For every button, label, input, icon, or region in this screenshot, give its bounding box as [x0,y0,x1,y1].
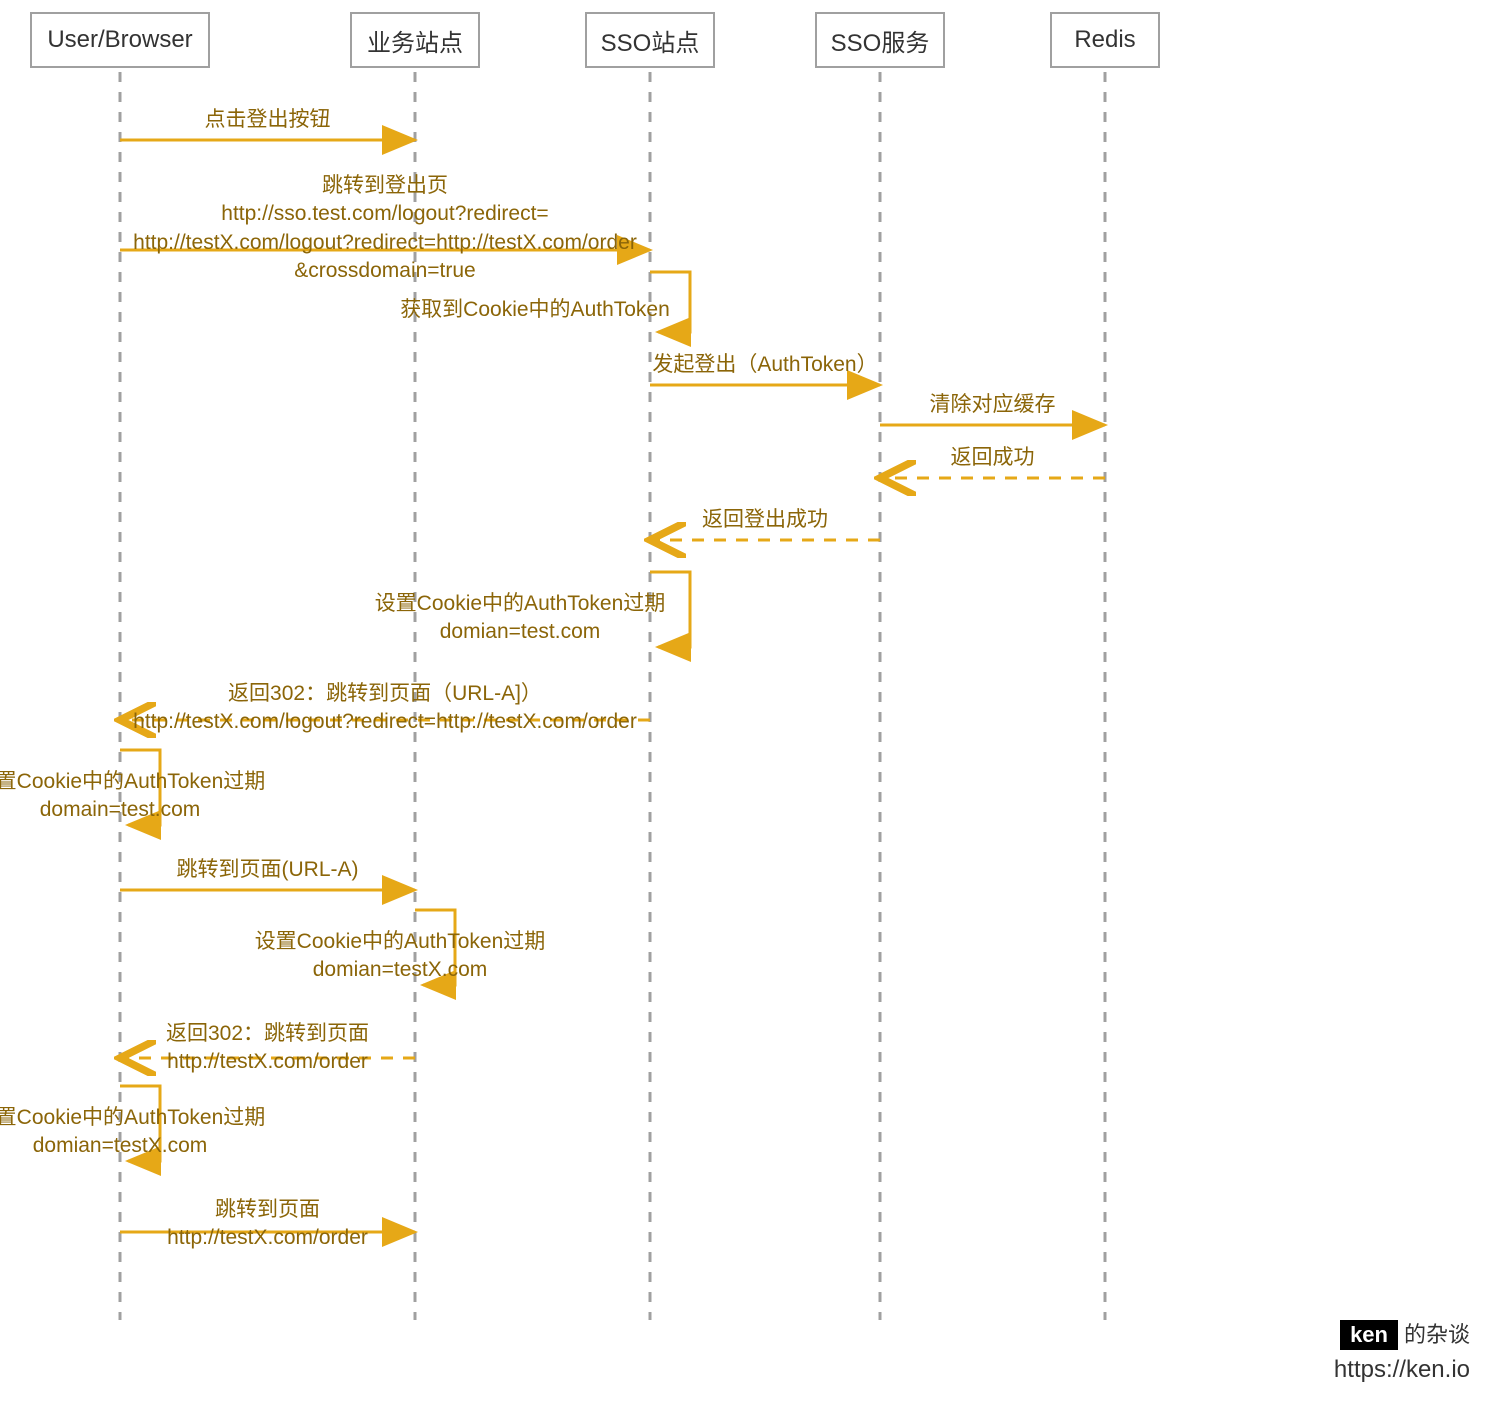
participant-label: SSO站点 [601,23,700,58]
message-label: 返回成功 [243,444,1500,472]
message-label: 设置Cookie中的AuthToken过期 domian=testX.com [0,928,1150,985]
participant-sso_s: SSO站点 [585,12,715,68]
participant-sso_v: SSO服务 [815,12,945,68]
message-label: 返回302：跳转到页面（URL-A]） http://testX.com/log… [0,680,1135,737]
footer-url: https://ken.io [1334,1356,1470,1384]
participant-label: 业务站点 [367,23,463,58]
participant-label: Redis [1074,26,1135,54]
footer-brand: ken [1340,1320,1398,1350]
footer-suffix: 的杂谈 [1404,1322,1470,1347]
message-label: 返回登出成功 [15,506,1500,534]
message-label: 设置Cookie中的AuthToken过期 domian=test.com [0,590,1270,647]
message-label: 设置Cookie中的AuthToken过期 domian=testX.com [0,1104,870,1161]
message-label: 跳转到登出页 http://sso.test.com/logout?redire… [0,172,1135,285]
message-label: 跳转到页面(URL-A) [0,856,1018,884]
participant-label: User/Browser [47,26,192,54]
message-label: 跳转到页面 http://testX.com/order [0,1196,1018,1253]
footer: ken的杂谈 https://ken.io [1334,1317,1470,1384]
message-label: 设置Cookie中的AuthToken过期 domain=test.com [0,768,870,825]
participant-label: SSO服务 [831,23,930,58]
message-label: 清除对应缓存 [243,391,1500,419]
message-label: 点击登出按钮 [0,106,1018,134]
message-label: 返回302：跳转到页面 http://testX.com/order [0,1020,1018,1077]
message-label: 发起登出（AuthToken） [15,351,1500,379]
participant-redis: Redis [1050,12,1160,68]
participant-user: User/Browser [30,12,210,68]
message-label: 获取到Cookie中的AuthToken [0,296,1285,324]
participant-biz: 业务站点 [350,12,480,68]
